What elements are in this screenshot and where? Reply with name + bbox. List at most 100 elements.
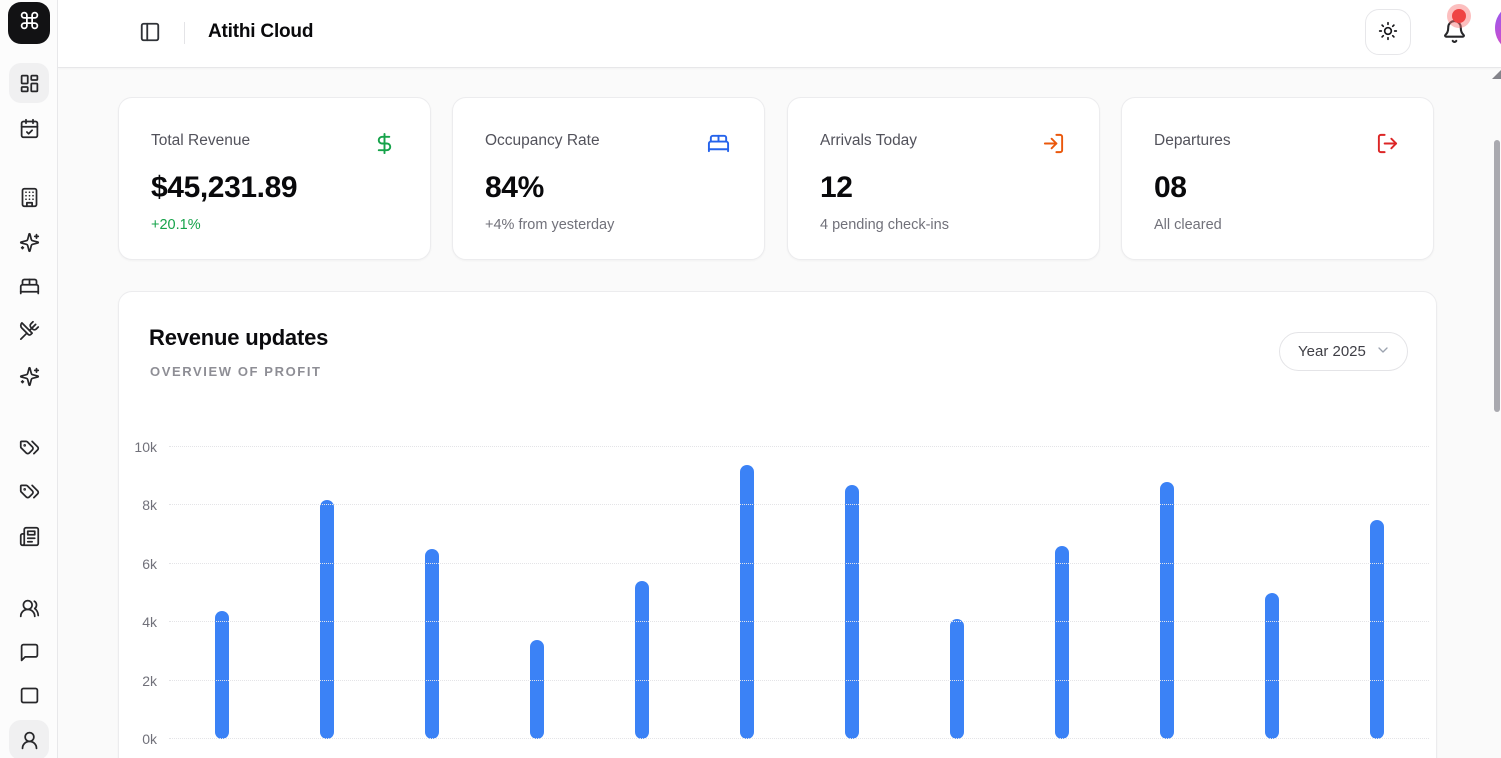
y-axis-tick-2k: 2k [142, 672, 157, 689]
gridline-0k [169, 738, 1429, 739]
scroll-corner [1492, 70, 1501, 79]
building-icon [19, 187, 40, 208]
sidebar [0, 0, 58, 758]
sidebar-item-hotel[interactable] [9, 177, 49, 217]
stat-label: Total Revenue [151, 132, 251, 149]
y-axis-tick-10k: 10k [134, 439, 157, 455]
bed-icon [707, 132, 730, 160]
bar-column-7 [799, 447, 904, 739]
calendar-check-icon [19, 118, 40, 139]
sidebar-item-guests[interactable] [9, 588, 49, 628]
y-axis-tick-0k: 0k [142, 731, 157, 747]
sidebar-item-board[interactable] [9, 675, 49, 715]
utensils-crossed-icon [19, 320, 40, 341]
bar-column-12 [1324, 447, 1429, 739]
bar-2 [319, 499, 334, 739]
sidebar-item-ai-assist[interactable] [9, 222, 49, 262]
bar-column-11 [1219, 447, 1324, 739]
stat-note: +4% from yesterday [485, 217, 615, 233]
command-logo-button[interactable] [8, 2, 50, 44]
sidebar-item-rates[interactable] [9, 427, 49, 467]
user-round-icon [19, 730, 40, 751]
sidebar-item-dashboard[interactable] [9, 63, 49, 103]
gridline-6k [169, 562, 1429, 564]
bar-12 [1369, 520, 1384, 739]
square-icon [19, 685, 40, 706]
avatar[interactable] [1495, 3, 1501, 53]
command-icon [19, 10, 40, 36]
panel-left-icon [139, 22, 161, 46]
theme-toggle-button[interactable] [1365, 9, 1411, 55]
log-in-icon [1042, 132, 1065, 160]
bar-9 [1054, 546, 1069, 739]
vertical-scrollbar-thumb[interactable] [1494, 140, 1500, 412]
sidebar-item-offers[interactable] [9, 471, 49, 511]
chart-subtitle: OVERVIEW OF PROFIT [150, 364, 322, 379]
stat-card-departures: Departures 08 All cleared [1121, 97, 1434, 260]
bar-3 [424, 549, 439, 739]
stat-note: +20.1% [151, 217, 201, 233]
stat-note: 4 pending check-ins [820, 217, 949, 233]
stat-value: 84% [485, 171, 544, 204]
stat-card-arrivals-today: Arrivals Today 12 4 pending check-ins [787, 97, 1100, 260]
y-axis-tick-6k: 6k [142, 555, 157, 572]
stat-value: $45,231.89 [151, 171, 298, 204]
year-selector-dropdown[interactable]: Year 2025 [1279, 332, 1408, 371]
sidebar-item-profile[interactable] [9, 720, 49, 758]
stat-value: 12 [820, 171, 853, 204]
users-round-icon [19, 598, 40, 619]
sidebar-item-rooms[interactable] [9, 266, 49, 306]
stat-label: Arrivals Today [820, 132, 918, 149]
stat-label: Departures [1154, 132, 1231, 149]
app-title: Atithi Cloud [208, 21, 314, 42]
sidebar-toggle-button[interactable] [138, 21, 162, 45]
y-axis-tick-4k: 4k [142, 614, 157, 631]
bar-column-1 [169, 447, 274, 739]
bar-column-6 [694, 447, 799, 739]
log-out-icon [1376, 132, 1399, 160]
bar-5 [634, 581, 649, 739]
bar-column-4 [484, 447, 589, 739]
tags-icon [19, 481, 40, 502]
stat-card-occupancy-rate: Occupancy Rate 84% +4% from yesterday [452, 97, 765, 260]
sidebar-item-services[interactable] [9, 356, 49, 396]
stat-value: 08 [1154, 171, 1187, 204]
bar-chart: 0k 2k 4k 6k 8k 10k [134, 439, 1429, 747]
sidebar-item-messages[interactable] [9, 632, 49, 672]
gridline-10k [169, 446, 1429, 447]
bar-6 [739, 464, 754, 739]
sidebar-item-reports[interactable] [9, 516, 49, 556]
bell-icon [1442, 20, 1467, 47]
message-square-icon [19, 642, 40, 663]
sparkles-icon [19, 232, 40, 253]
layout-dashboard-icon [19, 73, 40, 94]
bar-10 [1159, 482, 1174, 739]
bar-8 [949, 619, 964, 739]
sidebar-item-dining[interactable] [9, 310, 49, 350]
bar-column-2 [274, 447, 379, 739]
year-selector-label: Year 2025 [1298, 343, 1366, 360]
header: Atithi Cloud [58, 0, 1501, 68]
chevron-down-icon [1375, 342, 1391, 362]
bar-column-8 [904, 447, 1009, 739]
gridline-8k [169, 504, 1429, 506]
stat-note: All cleared [1154, 217, 1222, 233]
bar-7 [844, 484, 859, 739]
tags-icon [19, 437, 40, 458]
bar-column-3 [379, 447, 484, 739]
stat-card-total-revenue: Total Revenue $45,231.89 +20.1% [118, 97, 431, 260]
notifications-button[interactable] [1439, 9, 1469, 48]
dollar-sign-icon [373, 132, 396, 160]
bed-double-icon [19, 276, 40, 297]
revenue-updates-card: Revenue updates OVERVIEW OF PROFIT Year … [118, 291, 1437, 758]
header-divider [184, 22, 185, 44]
bar-series [169, 447, 1429, 739]
bar-column-10 [1114, 447, 1219, 739]
bar-1 [214, 610, 229, 739]
bar-11 [1264, 593, 1279, 739]
gridline-4k [169, 621, 1429, 623]
chart-title: Revenue updates [149, 325, 329, 350]
notification-badge [1452, 9, 1466, 23]
sidebar-item-bookings[interactable] [9, 108, 49, 148]
